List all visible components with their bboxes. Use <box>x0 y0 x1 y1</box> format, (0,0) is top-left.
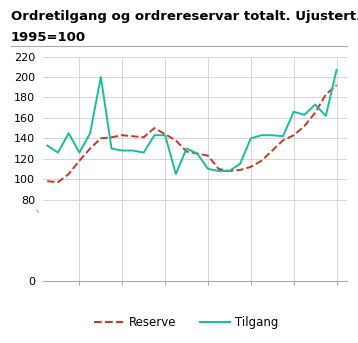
Tilgang <box>67 131 71 135</box>
Tilgang <box>313 103 317 107</box>
Tilgang <box>77 151 82 155</box>
Reserve <box>141 135 146 139</box>
Text: Ordretilgang og ordrereservar totalt. Ujustert.: Ordretilgang og ordrereservar totalt. Uj… <box>11 10 358 23</box>
Reserve <box>260 159 264 163</box>
Reserve <box>217 167 221 171</box>
Legend: Reserve, Tilgang: Reserve, Tilgang <box>89 311 284 334</box>
Tilgang <box>249 136 253 140</box>
Reserve <box>99 136 103 140</box>
Tilgang <box>260 133 264 137</box>
Tilgang <box>334 68 339 72</box>
Tilgang <box>88 131 92 135</box>
Tilgang <box>163 133 167 137</box>
Reserve <box>302 124 306 128</box>
Reserve <box>324 92 328 96</box>
Tilgang <box>184 146 189 151</box>
Tilgang <box>131 149 135 153</box>
Reserve <box>131 134 135 138</box>
Tilgang <box>174 172 178 176</box>
Reserve <box>184 150 189 154</box>
Reserve <box>313 111 317 115</box>
Reserve <box>206 154 210 158</box>
Reserve <box>334 83 339 87</box>
Tilgang <box>45 143 49 147</box>
Reserve <box>195 152 199 156</box>
Reserve <box>56 180 60 184</box>
Tilgang <box>206 167 210 171</box>
Tilgang <box>227 169 232 173</box>
Reserve <box>163 132 167 136</box>
Reserve <box>152 126 156 130</box>
Reserve <box>77 159 82 163</box>
Reserve <box>67 172 71 176</box>
Reserve <box>281 138 285 142</box>
Tilgang <box>217 169 221 173</box>
Tilgang <box>99 75 103 79</box>
Tilgang <box>195 152 199 156</box>
Line: Reserve: Reserve <box>47 85 337 182</box>
Tilgang <box>238 162 242 166</box>
Line: Tilgang: Tilgang <box>47 70 337 174</box>
Tilgang <box>56 151 60 155</box>
Reserve <box>270 149 274 153</box>
Reserve <box>238 168 242 172</box>
Tilgang <box>141 151 146 155</box>
Text: 1995=100: 1995=100 <box>11 31 86 44</box>
Tilgang <box>291 110 296 114</box>
Reserve <box>174 138 178 142</box>
Tilgang <box>281 134 285 138</box>
Tilgang <box>110 146 114 151</box>
Reserve <box>88 146 92 151</box>
Tilgang <box>302 113 306 117</box>
Reserve <box>249 165 253 169</box>
Tilgang <box>324 114 328 118</box>
Reserve <box>110 135 114 139</box>
Reserve <box>227 169 232 173</box>
Reserve <box>120 133 124 137</box>
Tilgang <box>152 133 156 137</box>
Reserve <box>291 133 296 137</box>
Reserve <box>45 179 49 183</box>
Tilgang <box>270 133 274 137</box>
Tilgang <box>120 149 124 153</box>
